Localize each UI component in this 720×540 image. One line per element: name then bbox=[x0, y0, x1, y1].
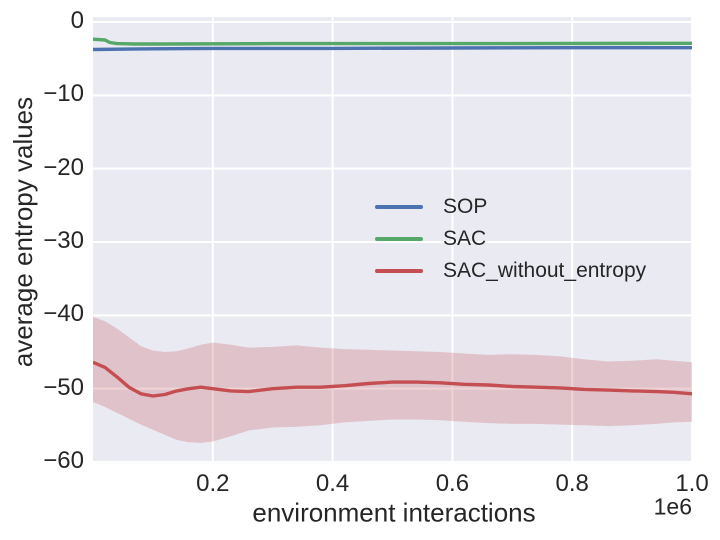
x-tick-label: 0.8 bbox=[555, 470, 589, 497]
legend-label-sop: SOP bbox=[443, 195, 488, 218]
x-tick-label: 0.2 bbox=[196, 470, 230, 497]
legend-label-sac-without-entropy: SAC_without_entropy bbox=[443, 259, 647, 282]
sac-without-entropy-line bbox=[93, 360, 692, 398]
x-axis-label: environment interactions bbox=[252, 497, 536, 528]
y-tick-label: −10 bbox=[43, 80, 84, 108]
y-tick-label: −60 bbox=[43, 446, 84, 474]
x-tick-label: 0.4 bbox=[315, 470, 350, 497]
sop-line-swatch bbox=[375, 205, 423, 209]
sac-line-swatch bbox=[375, 237, 423, 241]
sac-without-entropy-line-swatch bbox=[375, 269, 423, 273]
legend-entry-sop: SOP bbox=[375, 191, 646, 223]
x-tick-label: 1.0 bbox=[675, 470, 709, 497]
sac-without-entropy-confidence-band bbox=[93, 316, 692, 443]
y-tick-label: 0 bbox=[70, 6, 84, 34]
legend-label-sac: SAC bbox=[443, 227, 487, 250]
sac-line bbox=[93, 37, 692, 46]
legend-entry-sac: SAC bbox=[375, 223, 646, 255]
legend: SOP SAC SAC_without_entropy bbox=[375, 191, 646, 287]
y-tick-label: −40 bbox=[43, 300, 84, 328]
x-tick-label: 0.6 bbox=[435, 470, 470, 497]
y-tick-label: −30 bbox=[43, 226, 84, 254]
y-tick-label: −20 bbox=[43, 153, 84, 181]
sop-line bbox=[93, 46, 692, 52]
x-axis-offset-label: 1e6 bbox=[653, 493, 692, 520]
y-tick-label: −50 bbox=[43, 373, 84, 401]
legend-entry-sac-without-entropy: SAC_without_entropy bbox=[375, 255, 646, 287]
